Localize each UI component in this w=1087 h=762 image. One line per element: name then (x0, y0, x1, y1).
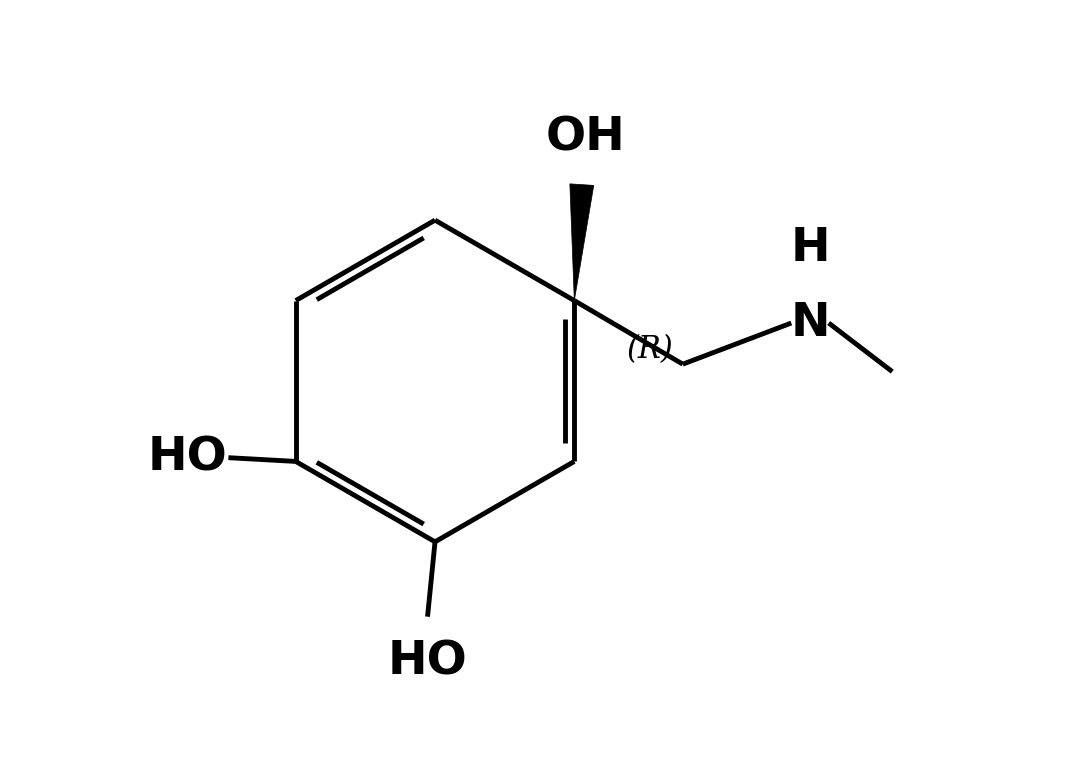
Text: HO: HO (148, 435, 227, 480)
Polygon shape (570, 184, 594, 300)
Text: N: N (790, 300, 829, 345)
Text: HO: HO (388, 639, 467, 684)
Text: OH: OH (546, 116, 625, 161)
Text: H: H (790, 226, 829, 271)
Text: (R): (R) (627, 334, 674, 365)
